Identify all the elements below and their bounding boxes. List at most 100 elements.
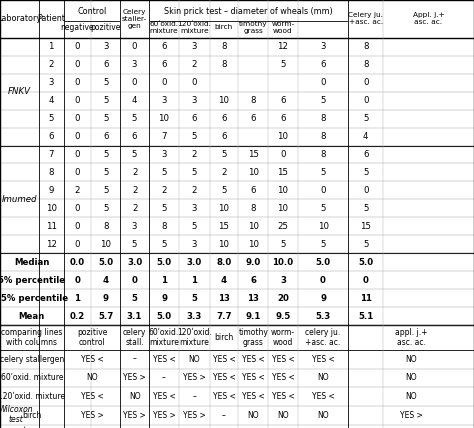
Text: 0: 0 <box>320 78 326 87</box>
Text: YES <: YES < <box>242 373 264 383</box>
Text: 0.2: 0.2 <box>70 312 85 321</box>
Text: 3.1: 3.1 <box>127 312 142 321</box>
Text: NO: NO <box>247 411 259 420</box>
Text: 5.3: 5.3 <box>315 312 331 321</box>
Text: 2: 2 <box>221 168 227 177</box>
Text: 8: 8 <box>363 42 368 51</box>
Text: 3: 3 <box>191 96 197 105</box>
Text: 3: 3 <box>191 240 197 249</box>
Text: 5: 5 <box>103 150 109 159</box>
Text: YES <: YES < <box>312 354 334 364</box>
Text: Appl. j.+
asc. ac.: Appl. j.+ asc. ac. <box>413 12 444 25</box>
Text: 0: 0 <box>74 132 80 141</box>
Text: 5: 5 <box>320 240 326 249</box>
Text: 2: 2 <box>191 150 197 159</box>
Text: 15: 15 <box>360 222 371 231</box>
Text: 0: 0 <box>132 276 137 285</box>
Text: 3.3: 3.3 <box>187 312 202 321</box>
Text: 8: 8 <box>320 114 326 123</box>
Text: 5: 5 <box>363 240 368 249</box>
Text: 7.7: 7.7 <box>216 312 232 321</box>
Text: 3: 3 <box>161 96 167 105</box>
Text: 5: 5 <box>132 240 137 249</box>
Text: 12: 12 <box>46 240 57 249</box>
Text: 1: 1 <box>74 294 80 303</box>
Text: 6: 6 <box>221 114 227 123</box>
Text: NO: NO <box>86 373 98 383</box>
Text: 3: 3 <box>280 276 286 285</box>
Text: 5: 5 <box>103 168 109 177</box>
Text: 8: 8 <box>48 168 54 177</box>
Text: 0: 0 <box>74 150 80 159</box>
Text: 5: 5 <box>363 204 368 213</box>
Text: 5: 5 <box>221 186 227 195</box>
Text: 3: 3 <box>103 42 109 51</box>
Text: YES >: YES > <box>400 411 422 420</box>
Text: 10: 10 <box>46 204 57 213</box>
Text: 4: 4 <box>48 96 54 105</box>
Text: 5% percentile: 5% percentile <box>0 276 65 285</box>
Text: 5: 5 <box>161 240 167 249</box>
Text: YES >: YES > <box>153 411 175 420</box>
Text: YES >: YES > <box>123 373 146 383</box>
Text: 5: 5 <box>132 114 137 123</box>
Text: 6: 6 <box>221 132 227 141</box>
Text: timothy
grass: timothy grass <box>238 328 268 347</box>
Text: 9: 9 <box>161 294 167 303</box>
Text: 5: 5 <box>191 132 197 141</box>
Text: 3.0: 3.0 <box>187 258 202 267</box>
Text: 120ʹoxid. mixture: 120ʹoxid. mixture <box>0 392 65 401</box>
Text: 10: 10 <box>219 204 229 213</box>
Text: 6: 6 <box>280 96 286 105</box>
Text: 15: 15 <box>219 222 229 231</box>
Text: 0: 0 <box>320 186 326 195</box>
Text: 5: 5 <box>363 168 368 177</box>
Text: NO: NO <box>129 392 140 401</box>
Text: 60ʹoxid.
mixture: 60ʹoxid. mixture <box>149 21 179 34</box>
Text: YES >: YES > <box>81 411 103 420</box>
Text: 0: 0 <box>132 42 137 51</box>
Text: YES <: YES < <box>213 373 235 383</box>
Text: negative: negative <box>61 23 94 32</box>
Text: 5.0: 5.0 <box>156 258 172 267</box>
Text: Mean: Mean <box>18 312 45 321</box>
Text: 0: 0 <box>363 78 368 87</box>
Text: 0: 0 <box>74 276 80 285</box>
Text: –: – <box>162 373 166 383</box>
Text: 9.1: 9.1 <box>246 312 261 321</box>
Text: 0: 0 <box>74 168 80 177</box>
Text: 4: 4 <box>221 276 227 285</box>
Text: 3: 3 <box>191 204 197 213</box>
Text: 6: 6 <box>132 132 137 141</box>
Text: 60ʹoxid. mixture: 60ʹoxid. mixture <box>0 373 63 383</box>
Text: FNKV: FNKV <box>8 87 31 96</box>
Text: Celery
staller-
gen: Celery staller- gen <box>122 9 147 29</box>
Text: 2: 2 <box>191 60 197 69</box>
Text: 95% percentile: 95% percentile <box>0 294 68 303</box>
Text: Wilcoxon
test
> greater
< less: Wilcoxon test > greater < less <box>0 405 35 428</box>
Text: YES >: YES > <box>123 411 146 420</box>
Text: 9: 9 <box>103 294 109 303</box>
Text: comparing lines
with columns: comparing lines with columns <box>1 328 63 347</box>
Text: 6: 6 <box>251 186 256 195</box>
Text: 3: 3 <box>132 222 137 231</box>
Text: 5.1: 5.1 <box>358 312 374 321</box>
Text: 8: 8 <box>221 42 227 51</box>
Text: YES >: YES > <box>183 373 206 383</box>
Text: 10: 10 <box>277 204 289 213</box>
Text: 6: 6 <box>191 114 197 123</box>
Text: 5: 5 <box>103 186 109 195</box>
Text: 9.0: 9.0 <box>246 258 261 267</box>
Text: 11: 11 <box>46 222 57 231</box>
Text: 8.0: 8.0 <box>216 258 232 267</box>
Text: 9.5: 9.5 <box>275 312 291 321</box>
Text: 10: 10 <box>100 240 111 249</box>
Text: 6: 6 <box>48 132 54 141</box>
Text: 1: 1 <box>191 276 197 285</box>
Text: Patient: Patient <box>37 14 65 24</box>
Text: 7: 7 <box>161 132 167 141</box>
Text: 5.0: 5.0 <box>358 258 373 267</box>
Text: 5: 5 <box>161 204 167 213</box>
Text: 10: 10 <box>277 132 289 141</box>
Text: 0: 0 <box>191 78 197 87</box>
